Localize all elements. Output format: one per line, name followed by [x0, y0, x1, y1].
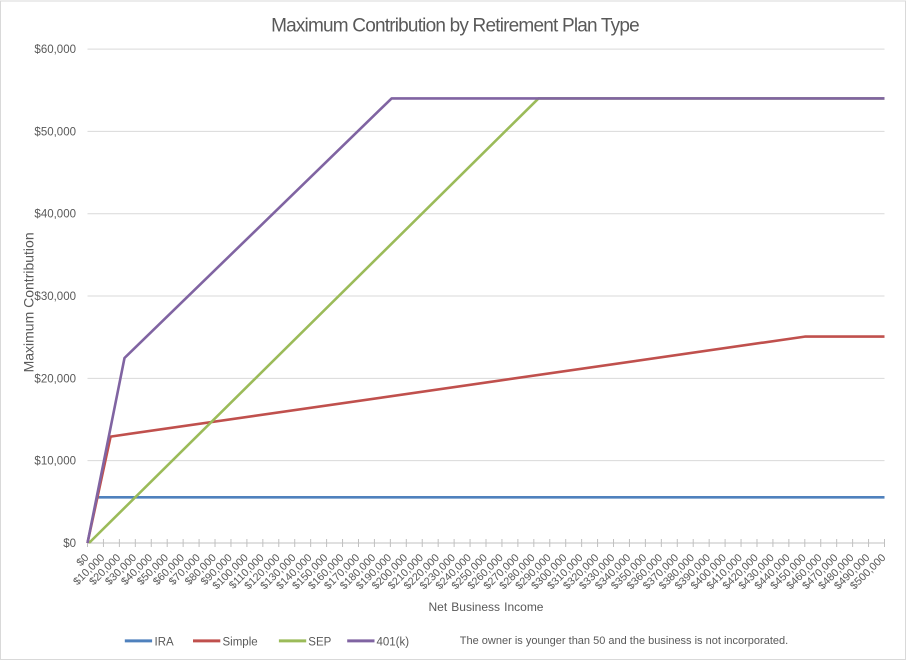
svg-text:Maximum Contribution: Maximum Contribution: [21, 232, 37, 372]
svg-text:$0: $0: [63, 538, 76, 550]
svg-text:$10,000: $10,000: [34, 456, 76, 468]
svg-text:Simple: Simple: [223, 637, 258, 649]
svg-text:Net Business Income: Net Business Income: [429, 600, 544, 614]
svg-text:$40,000: $40,000: [34, 209, 76, 221]
svg-text:The owner is younger than 50 a: The owner is younger than 50 and the bus…: [460, 635, 788, 647]
svg-text:SEP: SEP: [308, 637, 331, 649]
svg-text:$50,000: $50,000: [34, 126, 76, 138]
svg-text:$20,000: $20,000: [34, 373, 76, 385]
svg-text:401(k): 401(k): [377, 637, 410, 649]
svg-text:IRA: IRA: [155, 637, 175, 649]
svg-text:Maximum Contribution by Retire: Maximum Contribution by Retirement Plan …: [271, 16, 639, 37]
svg-text:$30,000: $30,000: [34, 291, 76, 303]
svg-text:$60,000: $60,000: [34, 44, 76, 56]
